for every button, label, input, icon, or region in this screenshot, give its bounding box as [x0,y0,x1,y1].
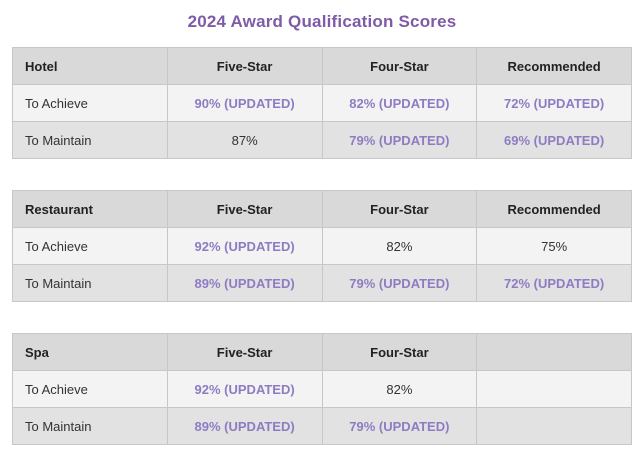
spa-row-to-achieve: To Achieve 92% (UPDATED) 82% [12,370,632,408]
header-cell-four-star: Four-Star [321,333,478,371]
header-cell-recommended: Recommended [476,190,632,228]
score-cell: 79% (UPDATED) [321,264,478,302]
header-cell-spa: Spa [12,333,168,371]
score-cell: 92% (UPDATED) [166,370,323,408]
score-cell: 75% [476,227,632,265]
spa-header-row: Spa Five-Star Four-Star [12,333,632,371]
spa-score-table: Spa Five-Star Four-Star To Achieve 92% (… [12,333,632,445]
hotel-score-table: Hotel Five-Star Four-Star Recommended To… [12,47,632,159]
hotel-header-row: Hotel Five-Star Four-Star Recommended [12,47,632,85]
header-cell-five-star: Five-Star [166,333,323,371]
restaurant-header-row: Restaurant Five-Star Four-Star Recommend… [12,190,632,228]
score-cell: 89% (UPDATED) [166,264,323,302]
row-label: To Achieve [12,84,168,122]
restaurant-row-to-maintain: To Maintain 89% (UPDATED) 79% (UPDATED) … [12,264,632,302]
header-cell-four-star: Four-Star [321,47,478,85]
score-cell: 72% (UPDATED) [476,264,632,302]
score-cell-empty [476,370,632,408]
hotel-row-to-achieve: To Achieve 90% (UPDATED) 82% (UPDATED) 7… [12,84,632,122]
row-label: To Maintain [12,407,168,445]
row-label: To Maintain [12,121,168,159]
page-title: 2024 Award Qualification Scores [187,12,457,31]
row-label: To Achieve [12,370,168,408]
header-cell-five-star: Five-Star [166,47,323,85]
restaurant-score-table: Restaurant Five-Star Four-Star Recommend… [12,190,632,302]
header-cell-four-star: Four-Star [321,190,478,228]
score-cell: 82% [321,370,478,408]
score-cell-empty [476,407,632,445]
header-cell-hotel: Hotel [12,47,168,85]
header-cell-five-star: Five-Star [166,190,323,228]
row-label: To Maintain [12,264,168,302]
restaurant-row-to-achieve: To Achieve 92% (UPDATED) 82% 75% [12,227,632,265]
header-cell-recommended: Recommended [476,47,632,85]
score-cell: 72% (UPDATED) [476,84,632,122]
score-cell: 82% [321,227,478,265]
spa-row-to-maintain: To Maintain 89% (UPDATED) 79% (UPDATED) [12,407,632,445]
score-cell: 79% (UPDATED) [321,121,478,159]
score-cell: 89% (UPDATED) [166,407,323,445]
score-cell: 79% (UPDATED) [321,407,478,445]
row-label: To Achieve [12,227,168,265]
score-cell: 92% (UPDATED) [166,227,323,265]
score-cell: 87% [166,121,323,159]
score-cell: 90% (UPDATED) [166,84,323,122]
score-cell: 69% (UPDATED) [476,121,632,159]
header-cell-empty [476,333,632,371]
header-cell-restaurant: Restaurant [12,190,168,228]
hotel-row-to-maintain: To Maintain 87% 79% (UPDATED) 69% (UPDAT… [12,121,632,159]
score-cell: 82% (UPDATED) [321,84,478,122]
